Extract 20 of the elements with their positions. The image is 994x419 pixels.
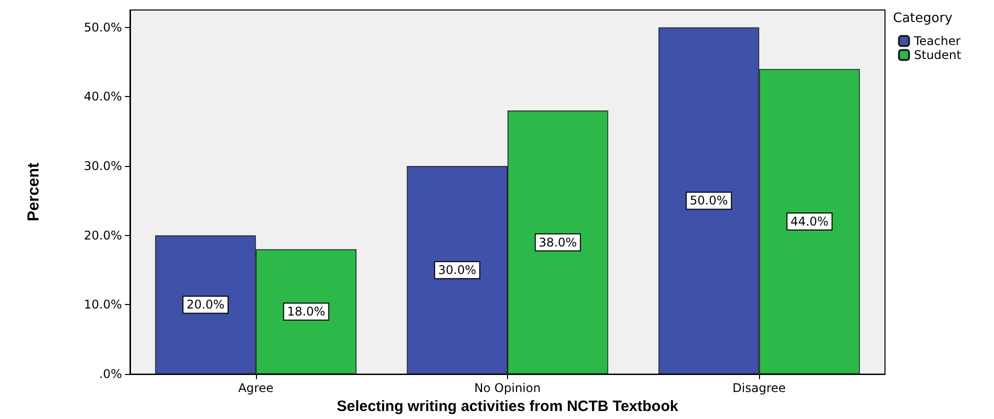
y-tick-label: 30.0% bbox=[84, 159, 122, 174]
y-tick-label: 20.0% bbox=[84, 228, 122, 242]
data-label: 20.0% bbox=[186, 298, 225, 312]
y-tick-label: .0% bbox=[99, 367, 122, 382]
legend-label: Teacher bbox=[913, 34, 961, 48]
y-tick-label: 50.0% bbox=[84, 20, 122, 34]
x-axis-title: Selecting writing activities from NCTB Textbook bbox=[336, 398, 679, 415]
x-tick-label: No Opinion bbox=[474, 381, 541, 396]
y-tick-label: 40.0% bbox=[84, 90, 122, 104]
x-tick-label: Disagree bbox=[732, 381, 786, 396]
legend-title: Category bbox=[893, 11, 953, 26]
y-axis-title: Percent bbox=[26, 162, 42, 222]
data-label: 18.0% bbox=[287, 304, 326, 319]
data-label: 44.0% bbox=[790, 214, 829, 229]
legend-label: Student bbox=[914, 48, 962, 62]
data-label: 50.0% bbox=[690, 194, 728, 208]
data-label: 38.0% bbox=[538, 235, 577, 250]
data-label: 30.0% bbox=[438, 263, 476, 278]
y-tick-label: 10.0% bbox=[84, 298, 122, 312]
x-tick-label: Agree bbox=[238, 381, 274, 396]
